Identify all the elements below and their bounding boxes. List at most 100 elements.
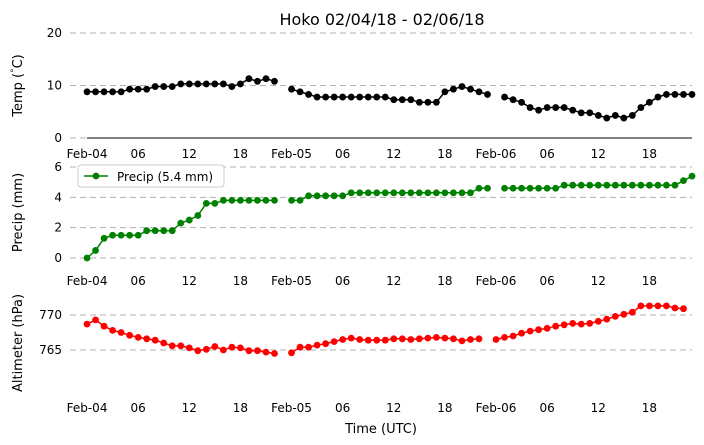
data-point xyxy=(450,85,457,93)
data-point xyxy=(168,83,176,90)
x-tick-label: 12 xyxy=(386,147,401,161)
data-point xyxy=(450,335,457,343)
data-point xyxy=(228,343,236,351)
data-point xyxy=(518,329,525,337)
y-tick-label: 0 xyxy=(54,131,62,145)
y-tick-label: 10 xyxy=(47,79,62,93)
data-point xyxy=(356,336,364,343)
data-point xyxy=(390,189,398,197)
data-point xyxy=(569,106,577,114)
x-tick-label: 06 xyxy=(335,274,350,288)
data-point xyxy=(364,336,372,344)
data-point xyxy=(219,80,227,88)
data-point xyxy=(254,77,261,85)
data-point xyxy=(398,96,406,104)
data-point xyxy=(620,114,628,122)
data-point xyxy=(407,189,415,197)
legend-marker xyxy=(92,172,100,180)
data-point xyxy=(535,106,543,114)
data-point xyxy=(92,247,99,254)
data-point xyxy=(415,98,423,106)
data-point xyxy=(83,254,91,262)
data-point xyxy=(254,196,261,204)
y-tick-label: 2 xyxy=(54,221,62,235)
data-point xyxy=(100,88,108,96)
data-point xyxy=(637,181,645,189)
data-point xyxy=(407,336,415,343)
data-point xyxy=(211,343,219,350)
data-point xyxy=(347,334,355,342)
data-point xyxy=(594,112,602,119)
data-point xyxy=(628,181,636,189)
x-tick-label: 18 xyxy=(233,274,248,288)
data-point xyxy=(245,196,253,204)
data-point xyxy=(458,337,466,345)
data-point xyxy=(381,336,389,344)
data-point xyxy=(407,96,415,104)
data-point xyxy=(245,75,253,83)
data-point xyxy=(117,231,125,239)
data-point xyxy=(594,181,602,189)
data-point xyxy=(535,326,543,334)
data-point xyxy=(296,196,304,204)
data-point xyxy=(322,93,330,101)
x-tick-label: 06 xyxy=(335,147,350,161)
data-point xyxy=(501,93,508,101)
x-tick-label: 12 xyxy=(591,401,606,415)
legend-box xyxy=(77,164,225,188)
data-point xyxy=(458,189,466,197)
altimeter-panel: 765 770 Feb-04 06 12 18 Feb-05 06 12 18 Feb-06 06 12… xyxy=(11,294,692,415)
data-point xyxy=(526,327,534,335)
x-tick-label: Feb-04 xyxy=(67,401,108,415)
data-point xyxy=(194,212,202,219)
data-point xyxy=(160,227,168,235)
data-point xyxy=(552,104,560,111)
x-tick-label: Feb-05 xyxy=(271,147,312,161)
data-point xyxy=(603,114,611,122)
x-tick-label: 18 xyxy=(642,147,657,161)
data-point xyxy=(475,335,483,343)
x-tick-label: 18 xyxy=(642,401,657,415)
data-point xyxy=(347,189,355,197)
data-point xyxy=(288,196,295,204)
data-point xyxy=(100,322,108,330)
data-point xyxy=(441,88,449,96)
data-point xyxy=(441,334,449,342)
precip-panel: 0 2 4 6 Feb-04 06 12 18 Feb-05 06 12 18 Feb-06 06 12 18… xyxy=(11,160,696,288)
data-point xyxy=(194,80,202,88)
data-point xyxy=(305,192,312,200)
data-point xyxy=(569,320,577,327)
data-point xyxy=(143,227,151,235)
data-point xyxy=(356,93,364,101)
x-tick-label: Feb-06 xyxy=(476,147,517,161)
data-point xyxy=(313,93,321,101)
data-point xyxy=(288,349,295,357)
x-tick-label: 06 xyxy=(131,401,146,415)
data-point xyxy=(356,189,364,197)
series-line xyxy=(86,305,684,355)
data-point xyxy=(560,104,568,111)
x-tick-label: 06 xyxy=(335,401,350,415)
data-point xyxy=(134,334,142,341)
y-tick-label: 0 xyxy=(54,251,62,265)
data-point xyxy=(185,344,193,352)
data-point xyxy=(245,347,253,355)
data-point xyxy=(177,219,185,227)
data-point xyxy=(594,317,602,325)
data-point xyxy=(569,181,577,189)
data-point xyxy=(509,96,517,104)
data-point xyxy=(492,336,500,343)
x-tick-label: 18 xyxy=(233,147,248,161)
x-tick-label: 18 xyxy=(233,401,248,415)
data-point xyxy=(586,181,594,189)
data-point xyxy=(313,192,321,200)
data-point xyxy=(671,91,679,98)
data-point xyxy=(518,184,525,192)
data-point xyxy=(509,332,517,340)
data-point xyxy=(663,91,670,98)
x-tick-label: Feb-04 xyxy=(67,274,108,288)
data-point xyxy=(680,177,687,185)
data-point xyxy=(467,189,474,197)
data-point xyxy=(237,196,244,204)
data-point xyxy=(219,346,227,354)
